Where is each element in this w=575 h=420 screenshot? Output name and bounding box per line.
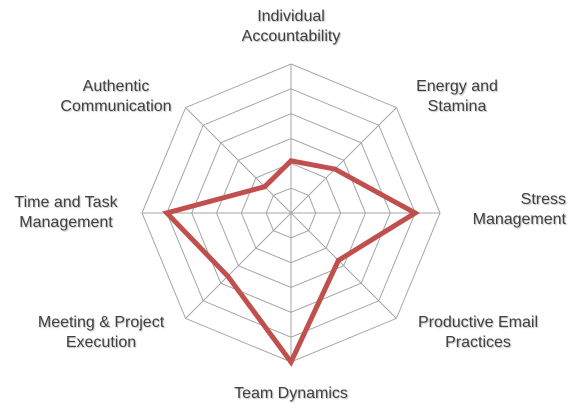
category-label-line: Accountability [242, 28, 341, 45]
category-label-line: Individual [257, 8, 325, 25]
category-label: Meeting & Project Execution [38, 314, 165, 351]
grid-spoke [290, 107, 397, 214]
category-label-line: Productive Email [418, 314, 538, 331]
category-label: Authentic Communication [60, 78, 171, 115]
data-point [332, 166, 338, 172]
data-point [288, 158, 294, 164]
radar-grid [141, 63, 441, 363]
category-labels: Individual Accountability Energy and Stamin… [14, 8, 566, 402]
data-point [164, 210, 170, 216]
category-label: Team Dynamics [234, 385, 348, 402]
category-label-line: Management [473, 211, 567, 228]
category-label-line: Time and Task [14, 194, 118, 211]
grid-spoke [290, 212, 397, 319]
data-point [412, 210, 418, 216]
category-label: Time and Task Management [14, 194, 118, 231]
data-point [225, 273, 231, 279]
category-label-line: Energy and [416, 78, 498, 95]
grid-spoke [185, 107, 292, 214]
category-label: Stress Management [473, 191, 567, 228]
category-label-line: Stamina [428, 98, 487, 115]
category-label: Individual Accountability [242, 8, 341, 45]
data-point [288, 359, 294, 365]
category-label-line: Management [19, 214, 113, 231]
category-label-line: Meeting & Project [38, 314, 165, 331]
category-label-line: Execution [66, 334, 136, 351]
category-label-line: Communication [60, 98, 171, 115]
category-label-line: Authentic [83, 78, 150, 95]
category-label-line: Team Dynamics [234, 385, 348, 402]
category-label: Productive Email Practices [418, 314, 538, 351]
data-point [335, 257, 341, 263]
series-layer [162, 158, 421, 367]
category-label-line: Stress [521, 191, 566, 208]
category-label-line: Practices [445, 334, 511, 351]
grid-spoke [185, 212, 292, 319]
category-label: Energy and Stamina [416, 78, 498, 115]
data-point [262, 184, 268, 190]
